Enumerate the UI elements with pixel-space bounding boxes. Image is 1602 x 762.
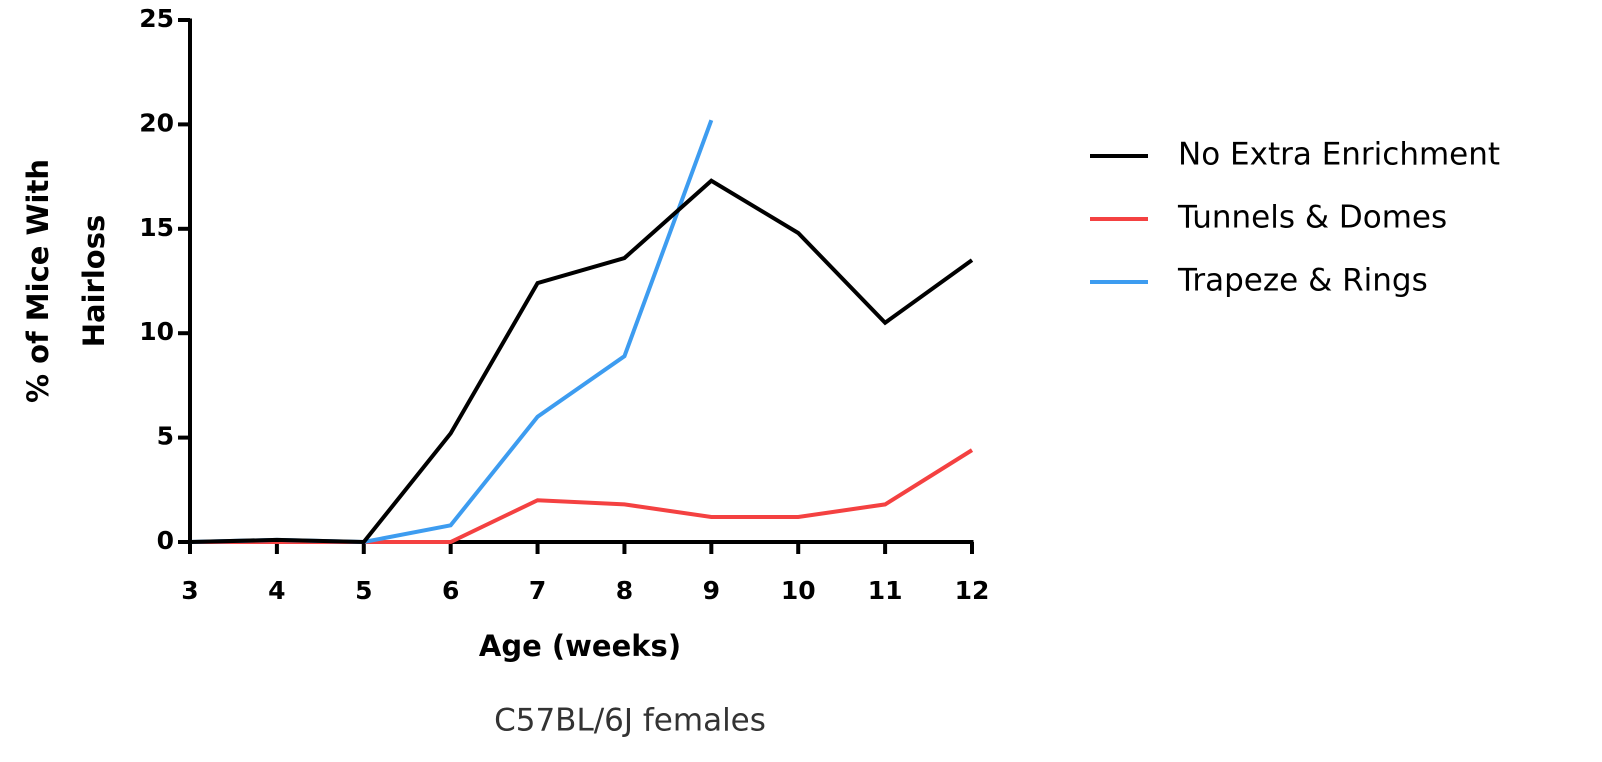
x-tick-label: 5 — [355, 576, 372, 605]
x-tick-label: 7 — [529, 576, 546, 605]
x-tick-label: 12 — [955, 576, 990, 605]
y-tick-label: 20 — [139, 108, 174, 137]
x-tick-label: 3 — [181, 576, 198, 605]
x-tick-label: 9 — [703, 576, 720, 605]
y-axis-label-line: Hairloss — [77, 215, 111, 347]
x-tick-label: 6 — [442, 576, 459, 605]
x-axis-label: Age (weeks) — [479, 629, 681, 663]
series-line — [189, 119, 714, 545]
legend-label: No Extra Enrichment — [1178, 137, 1500, 173]
x-tick-label: 8 — [616, 576, 633, 605]
y-tick-label: 10 — [139, 317, 174, 346]
legend-label: Trapeze & Rings — [1177, 263, 1428, 299]
x-tick-label: 10 — [781, 576, 816, 605]
y-axis-label-line: % of Mice With — [21, 159, 55, 403]
x-tick-label: 11 — [868, 576, 903, 605]
y-tick-label: 25 — [139, 4, 174, 33]
legend-label: Tunnels & Domes — [1177, 200, 1447, 236]
y-tick-label: 0 — [157, 526, 174, 555]
y-tick-label: 15 — [139, 213, 174, 242]
series-line — [190, 448, 974, 544]
series-line — [189, 178, 974, 545]
subtitle: C57BL/6J females — [494, 703, 766, 739]
y-axis-label: % of Mice With Hairloss — [21, 159, 111, 403]
x-tick-label: 4 — [268, 576, 285, 605]
y-tick-label: 5 — [157, 422, 174, 451]
